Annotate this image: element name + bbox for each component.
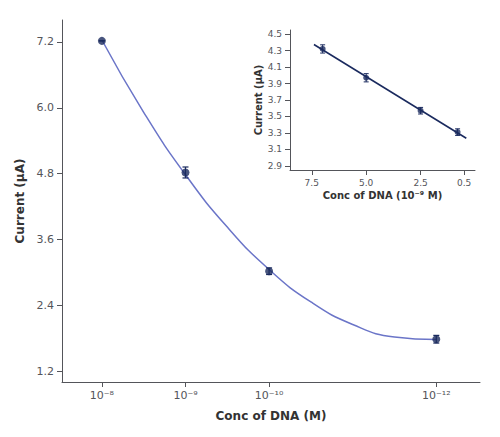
- svg-text:2.5: 2.5: [413, 178, 427, 188]
- svg-text:3.7: 3.7: [268, 95, 282, 105]
- svg-text:1.2: 1.2: [37, 365, 55, 378]
- svg-text:4.5: 4.5: [268, 29, 282, 39]
- svg-text:5.0: 5.0: [359, 178, 374, 188]
- svg-text:2.4: 2.4: [37, 299, 55, 312]
- svg-text:4.8: 4.8: [37, 167, 55, 180]
- svg-text:Current (μA): Current (μA): [253, 65, 264, 136]
- svg-text:3.5: 3.5: [268, 111, 282, 121]
- svg-text:3.3: 3.3: [268, 128, 282, 138]
- svg-text:4.3: 4.3: [268, 46, 282, 56]
- svg-text:6.0: 6.0: [37, 101, 55, 114]
- svg-text:7.2: 7.2: [37, 35, 55, 48]
- svg-text:10⁻¹²: 10⁻¹²: [422, 389, 451, 402]
- svg-text:2.9: 2.9: [268, 161, 283, 171]
- svg-text:3.1: 3.1: [268, 144, 282, 154]
- svg-text:4.1: 4.1: [268, 62, 282, 72]
- svg-text:3.9: 3.9: [268, 79, 283, 89]
- svg-text:0.5: 0.5: [457, 178, 471, 188]
- svg-text:Conc of DNA (10⁻⁹ M): Conc of DNA (10⁻⁹ M): [323, 190, 442, 201]
- svg-text:Current (μA): Current (μA): [13, 159, 27, 244]
- svg-text:10⁻⁹: 10⁻⁹: [173, 389, 197, 402]
- svg-text:10⁻⁸: 10⁻⁸: [90, 389, 115, 402]
- svg-text:Conc of DNA (M): Conc of DNA (M): [216, 409, 327, 423]
- svg-text:7.5: 7.5: [305, 178, 319, 188]
- svg-text:10⁻¹⁰: 10⁻¹⁰: [255, 389, 284, 402]
- svg-text:3.6: 3.6: [37, 233, 55, 246]
